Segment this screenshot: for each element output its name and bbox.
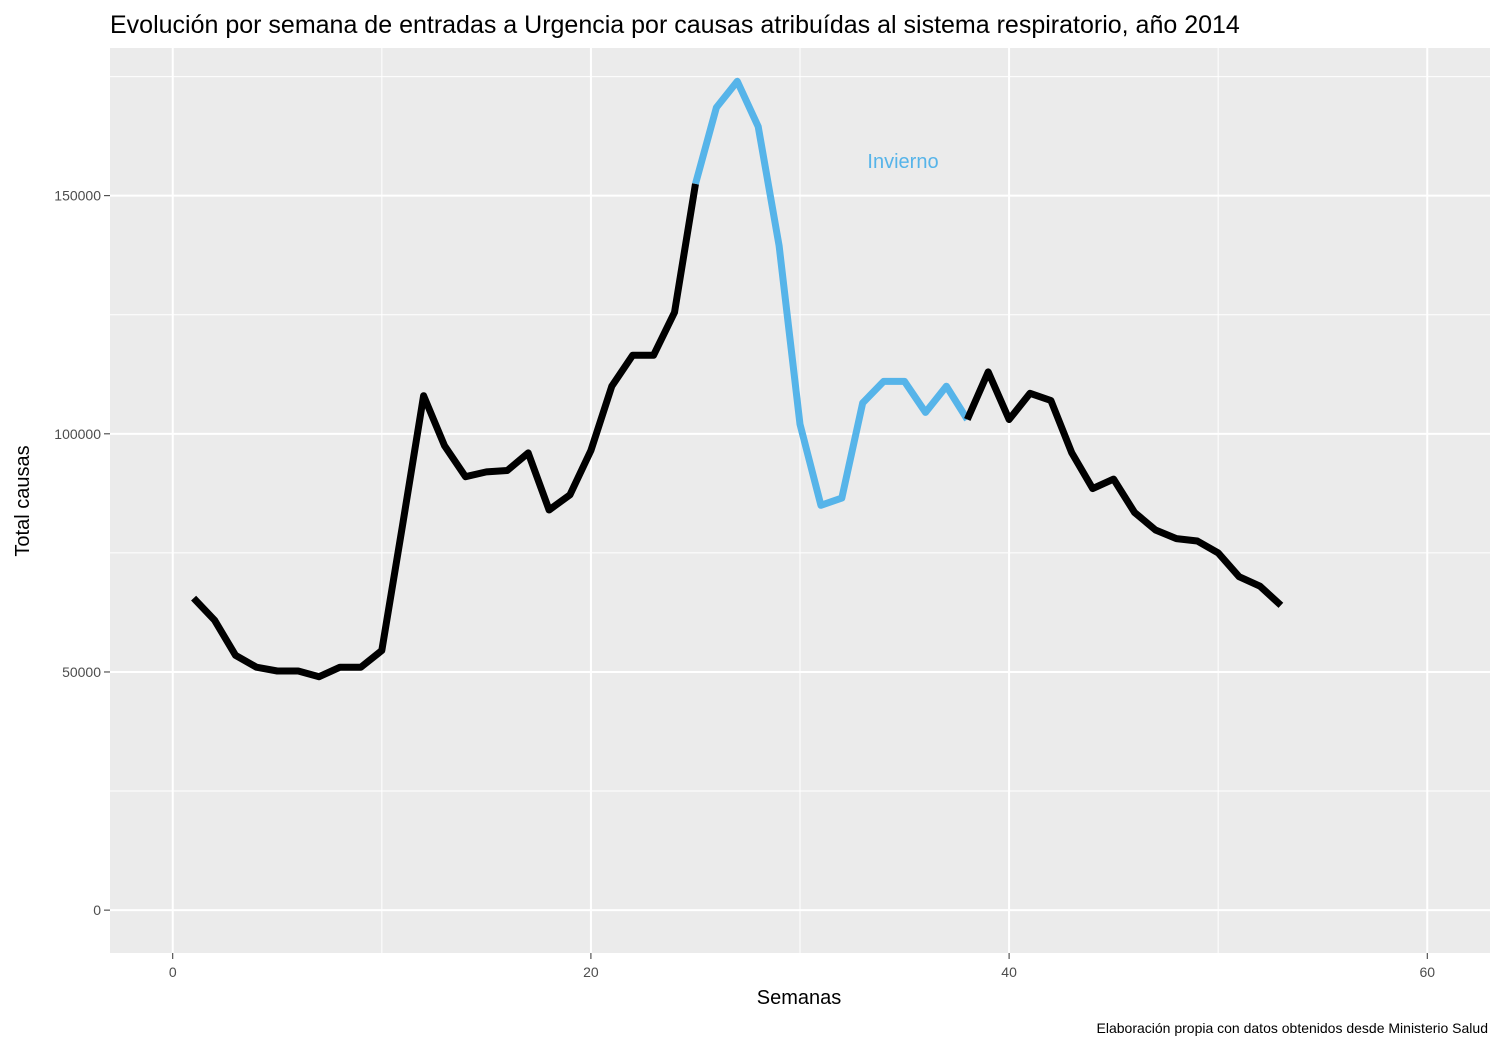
- x-axis-title: Semanas: [757, 987, 842, 1009]
- x-tick-label: 40: [1001, 964, 1017, 980]
- series-line-1: [191, 183, 699, 681]
- x-tick-label: 60: [1419, 964, 1435, 980]
- chart-caption: Elaboración propia con datos obtenidos d…: [1097, 1020, 1488, 1036]
- chart-title: Evolución por semana de entradas a Urgen…: [110, 11, 1240, 39]
- winter-series-line: [692, 77, 971, 509]
- y-tick-label: 100000: [54, 426, 101, 442]
- y-tick-label: 150000: [54, 188, 101, 204]
- x-tick-label: 0: [169, 964, 177, 980]
- x-axis: 0 20 40 60: [169, 953, 1435, 980]
- winter-annotation: Invierno: [867, 151, 938, 173]
- y-axis: 0 50000 100000 150000: [54, 188, 110, 918]
- x-tick-label: 20: [583, 964, 599, 980]
- series-line-3: [964, 368, 1284, 608]
- y-tick-label: 0: [93, 902, 101, 918]
- y-tick-label: 50000: [62, 664, 101, 680]
- series-lines: [191, 77, 1284, 681]
- y-axis-title: Total causas: [12, 445, 34, 556]
